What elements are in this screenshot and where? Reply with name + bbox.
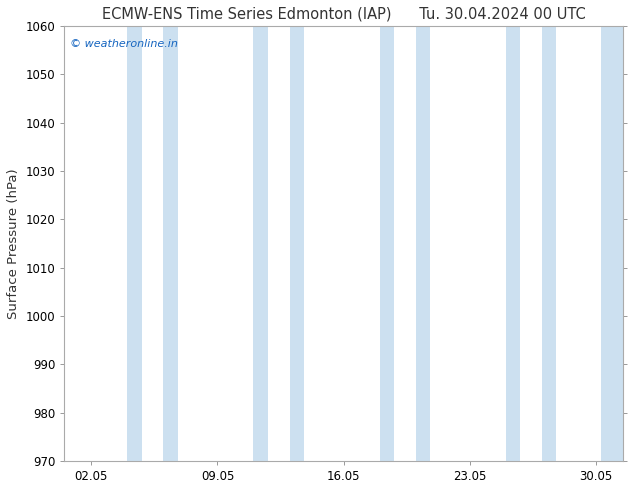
- Bar: [164, 26, 178, 461]
- Bar: [542, 26, 556, 461]
- Bar: [601, 26, 623, 461]
- Bar: [506, 26, 520, 461]
- Bar: [254, 26, 268, 461]
- Bar: [127, 26, 142, 461]
- Title: ECMW-ENS Time Series Edmonton (IAP)      Tu. 30.04.2024 00 UTC: ECMW-ENS Time Series Edmonton (IAP) Tu. …: [101, 7, 585, 22]
- Bar: [290, 26, 304, 461]
- Text: © weatheronline.in: © weatheronline.in: [70, 39, 178, 49]
- Y-axis label: Surface Pressure (hPa): Surface Pressure (hPa): [7, 168, 20, 319]
- Bar: [416, 26, 430, 461]
- Bar: [380, 26, 394, 461]
